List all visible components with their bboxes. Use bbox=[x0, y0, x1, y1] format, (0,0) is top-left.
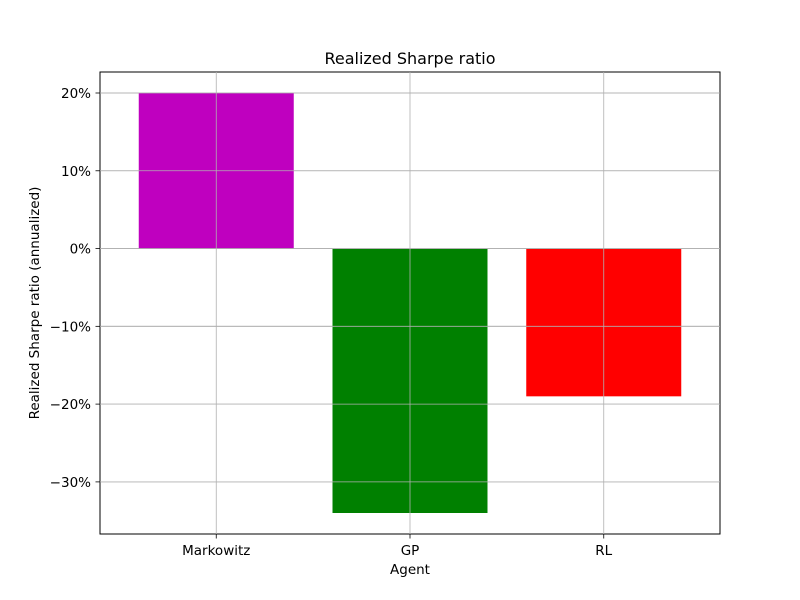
y-tick-label: −10% bbox=[50, 319, 91, 335]
x-tick-label: GP bbox=[401, 543, 420, 559]
x-axis-title: Agent bbox=[390, 562, 430, 578]
y-tick-label: 10% bbox=[61, 164, 91, 180]
y-axis-title: Realized Sharpe ratio (annualized) bbox=[27, 187, 43, 420]
x-tick-label: Markowitz bbox=[182, 543, 250, 559]
y-tick-label: −20% bbox=[50, 397, 91, 413]
y-tick-label: −30% bbox=[50, 475, 91, 491]
ticks: 20% 10% 0% −10% −20% −30% Markowitz GP RL bbox=[50, 72, 720, 559]
x-tick-label: RL bbox=[595, 543, 612, 559]
chart-title: Realized Sharpe ratio bbox=[324, 49, 495, 68]
y-tick-label: 20% bbox=[61, 86, 91, 102]
y-tick-label: 0% bbox=[70, 242, 92, 258]
